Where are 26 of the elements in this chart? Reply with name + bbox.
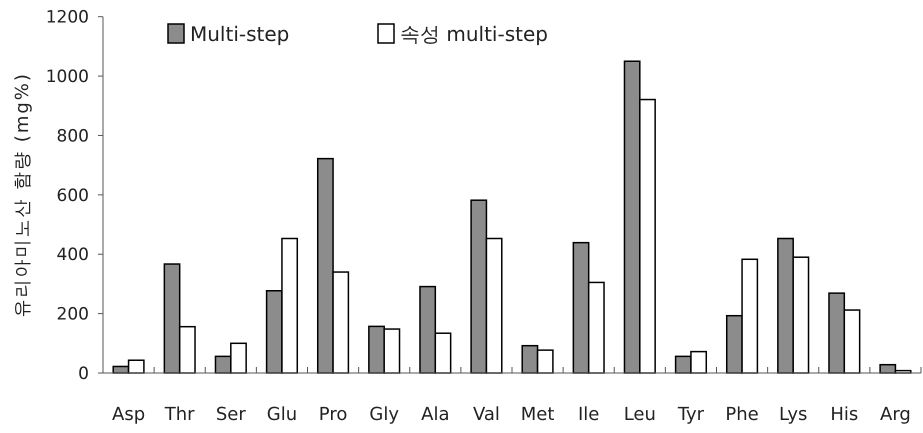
y-tick-label: 200 [56,304,89,325]
y-tick-label: 400 [56,245,89,266]
x-tick-label: Val [472,404,500,425]
x-tick-label: Leu [624,404,656,425]
y-tick-label: 800 [56,126,89,146]
x-tick-label: Thr [164,404,196,425]
x-tick-label: Gly [369,404,400,425]
x-tick-label: Tyr [676,404,705,425]
y-axis-title: 유리아미노산 함량 (mg%) [12,72,33,318]
y-tick-label: 0 [78,364,89,384]
x-tick-label: Pro [318,404,348,425]
x-tick-label: Ser [216,404,246,425]
x-tick-label: His [830,404,858,425]
x-tick-label: Lys [778,404,808,425]
x-tick-label: Ile [578,404,600,425]
x-tick-label: Phe [725,404,759,425]
y-tick-label: 1200 [46,8,89,28]
legend-label: 속성 multi-step [400,22,548,46]
y-tick-label: 600 [56,186,89,206]
legend-label: Multi-step [190,22,290,46]
x-tick-label: Met [520,404,554,425]
x-tick-label: Ala [421,404,450,425]
y-tick-label: 1000 [46,67,89,88]
x-tick-label: Arg [880,404,911,425]
x-tick-label: Glu [266,404,298,425]
x-tick-label: Asp [112,404,146,425]
